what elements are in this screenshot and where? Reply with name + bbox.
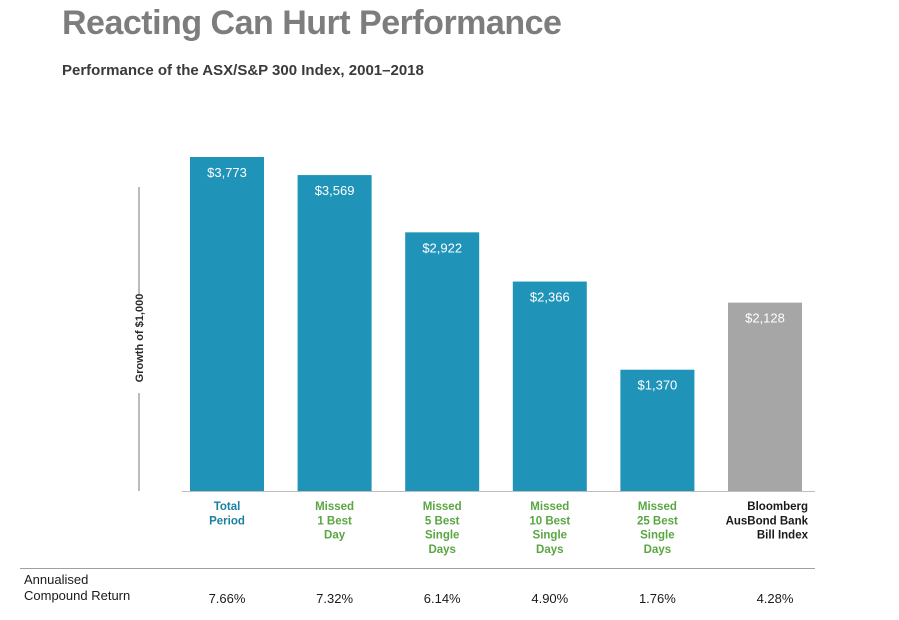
- category-label-4-line-1: 25 Best: [637, 515, 678, 527]
- category-label-4-line-0: Missed: [638, 501, 677, 513]
- return-value-4: 1.76%: [639, 591, 676, 606]
- bar-value-label-5: $2,128: [745, 311, 785, 326]
- bar-5: [728, 302, 802, 491]
- category-label-2-line-1: 5 Best: [425, 515, 460, 527]
- return-value-0: 7.66%: [209, 591, 246, 606]
- chart-subtitle: Performance of the ASX/S&P 300 Index, 20…: [62, 62, 424, 79]
- return-value-2: 6.14%: [424, 591, 461, 606]
- category-label-1-line-1: 1 Best: [317, 515, 352, 527]
- bar-value-label-4: $1,370: [638, 378, 678, 393]
- labels-group: $3,773 Total Period 7.66% $3,569 Missed 1 Best…: [207, 165, 808, 606]
- return-value-1: 7.32%: [316, 591, 353, 606]
- return-value-5: 4.28%: [757, 591, 794, 606]
- category-label-2-line-3: Days: [428, 544, 456, 556]
- category-label-1-line-2: Day: [324, 530, 346, 542]
- category-label-5-line-2: Bill Index: [757, 530, 809, 542]
- category-label-3-line-1: 10 Best: [529, 515, 570, 527]
- bar-4: [620, 369, 695, 491]
- bar-0: [190, 157, 264, 491]
- category-label-5-line-0: Bloomberg: [747, 501, 808, 513]
- bar-value-label-0: $3,773: [207, 165, 247, 180]
- chart-title: Reacting Can Hurt Performance: [62, 4, 562, 42]
- category-label-2-line-0: Missed: [423, 501, 462, 513]
- returns-label-line-2: Compound Return: [24, 588, 131, 603]
- category-label-3-line-0: Missed: [530, 501, 569, 513]
- category-label-3-line-3: Days: [536, 544, 564, 556]
- axis-group: Growth of $1,000: [20, 187, 815, 569]
- category-label-3-line-2: Single: [533, 530, 568, 542]
- category-label-4-line-2: Single: [640, 530, 675, 542]
- bar-value-label-1: $3,569: [315, 183, 355, 198]
- bar-1: [297, 175, 372, 491]
- bars-group: [190, 157, 802, 491]
- bar-2: [405, 232, 480, 491]
- bar-value-label-2: $2,922: [422, 240, 462, 255]
- category-label-0-line-0: Total: [214, 501, 241, 513]
- category-label-4-line-3: Days: [644, 544, 672, 556]
- bar-3: [512, 281, 587, 491]
- category-label-2-line-2: Single: [425, 530, 460, 542]
- category-label-5-line-1: AusBond Bank: [726, 515, 809, 527]
- y-axis-label: Growth of $1,000: [134, 294, 146, 383]
- returns-label-line-1: Annualised: [24, 572, 89, 587]
- category-label-1-line-0: Missed: [315, 501, 354, 513]
- bar-value-label-3: $2,366: [530, 290, 570, 305]
- return-value-3: 4.90%: [531, 591, 568, 606]
- category-label-0-line-1: Period: [209, 515, 245, 527]
- returns-row-label: Annualised Compound Return: [24, 572, 130, 604]
